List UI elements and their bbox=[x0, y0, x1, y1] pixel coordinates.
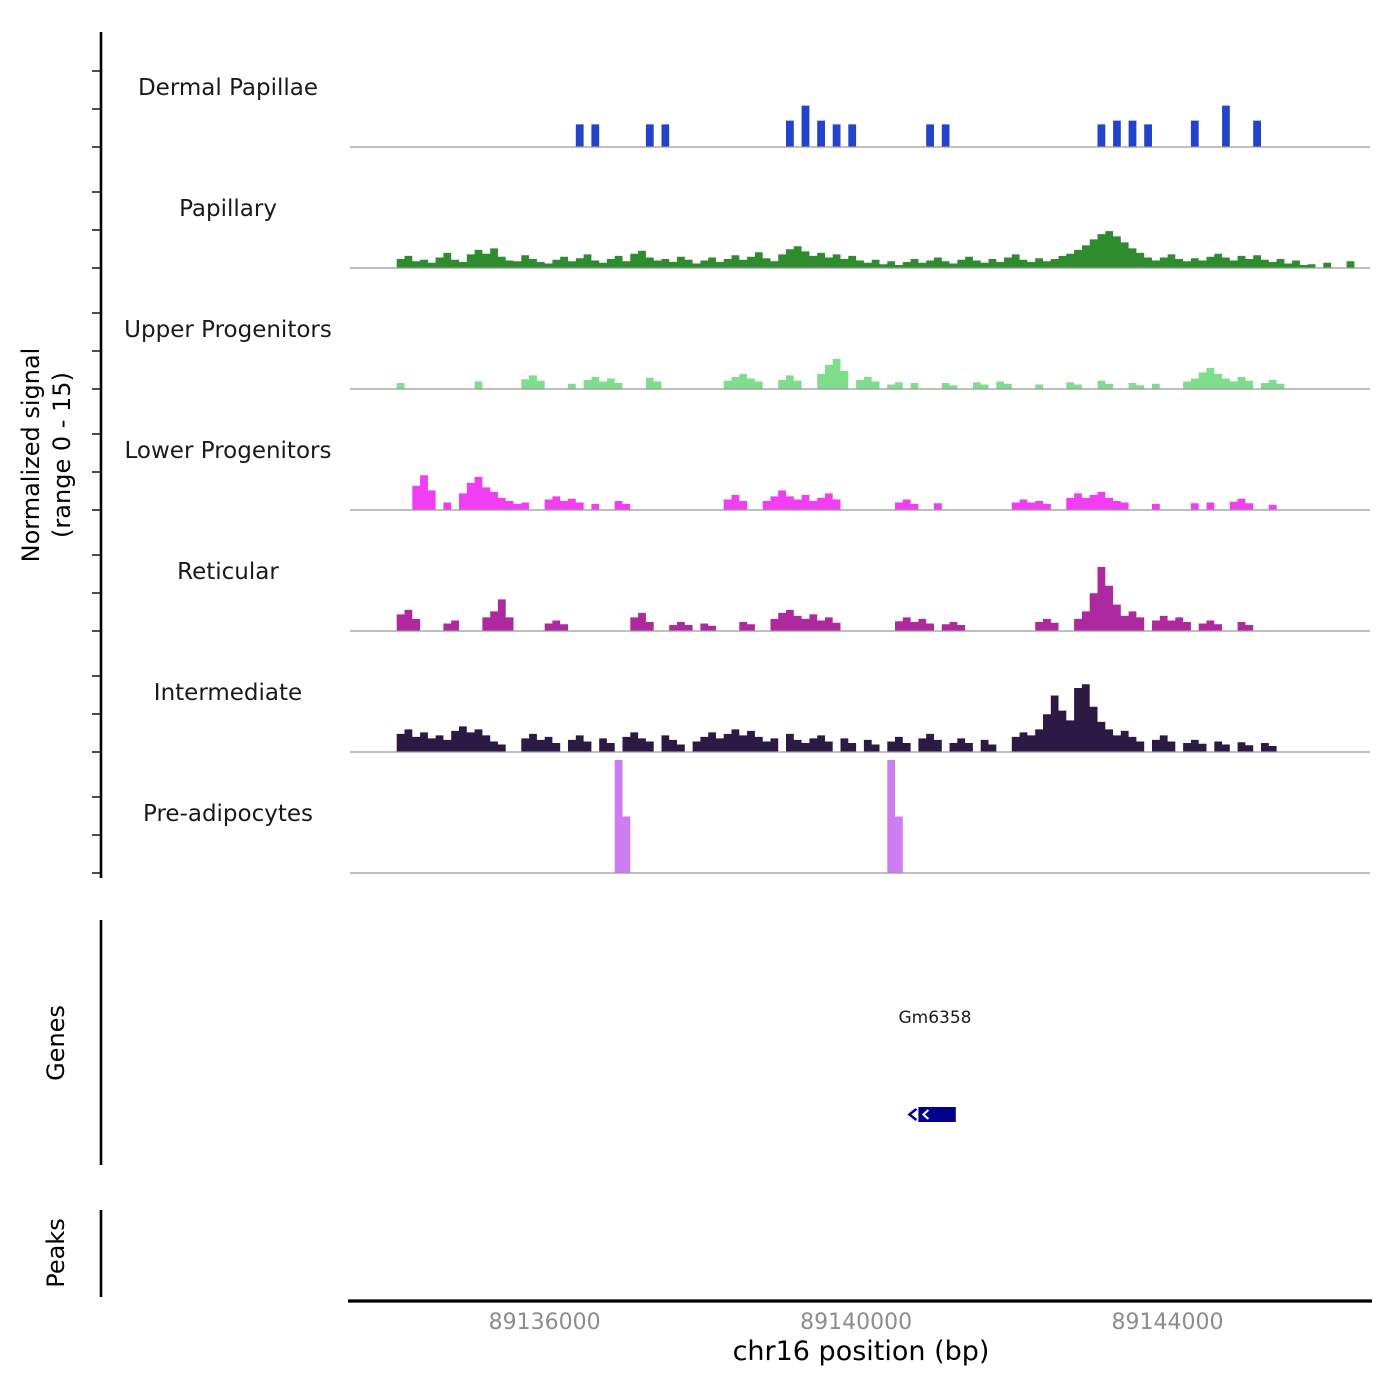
track-label-papillary: Papillary bbox=[179, 196, 277, 222]
y-axis-title-line2: (range 0 - 15) bbox=[47, 372, 76, 538]
track-label-dermal-papillae: Dermal Papillae bbox=[137, 75, 319, 101]
x-tick-label: 89144000 bbox=[1111, 1310, 1224, 1335]
track-label-pre-adipocytes: Pre-adipocytes bbox=[142, 801, 314, 827]
peaks-section-label: Peaks bbox=[42, 1218, 70, 1288]
track-label-lower-progenitors: Lower Progenitors bbox=[124, 438, 332, 464]
signal-area-upper-progenitors bbox=[350, 358, 1378, 389]
signal-area-intermediate bbox=[350, 684, 1370, 752]
track-label-upper-progenitors: Upper Progenitors bbox=[124, 317, 332, 343]
y-axis-title: Normalized signal (range 0 - 15) bbox=[16, 275, 78, 635]
signal-area-reticular bbox=[350, 567, 1370, 631]
signal-area-pre-adipocytes bbox=[350, 760, 1370, 873]
x-axis-title: chr16 position (bp) bbox=[732, 1336, 990, 1367]
x-tick-label: 89136000 bbox=[488, 1310, 601, 1335]
track-label-reticular: Reticular bbox=[177, 559, 279, 585]
x-tick-label: 89140000 bbox=[800, 1310, 913, 1335]
gene-strand-arrow-icon bbox=[907, 1108, 918, 1121]
track-label-intermediate: Intermediate bbox=[153, 680, 303, 706]
signal-area-papillary bbox=[350, 231, 1370, 268]
gene-name-label: Gm6358 bbox=[898, 1008, 972, 1028]
signal-area-lower-progenitors bbox=[350, 475, 1370, 510]
signal-area-dermal-papillae bbox=[350, 105, 1370, 147]
y-axis-title-line1: Normalized signal bbox=[17, 347, 45, 563]
genes-section-label: Genes bbox=[42, 1005, 70, 1081]
gene-inner-arrow-icon bbox=[921, 1109, 930, 1120]
